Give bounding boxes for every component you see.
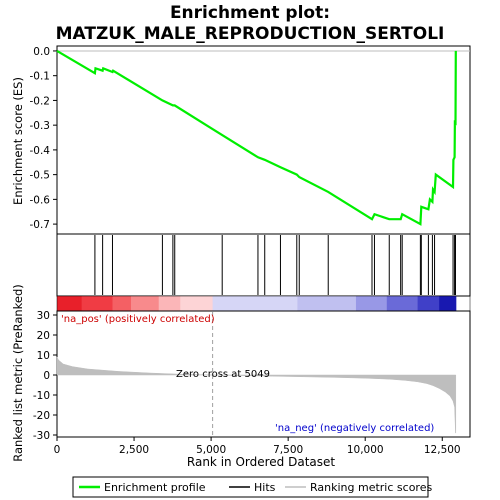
legend-hits-label: Hits: [254, 481, 276, 494]
colorbar-segment: [386, 296, 419, 311]
metric-y-tick-label: 10: [37, 350, 50, 362]
rank-x-tick-label: 2,500: [119, 444, 149, 456]
es-y-tick-label: -0.6: [30, 194, 51, 206]
es-axis-label: Enrichment score (ES): [11, 77, 25, 205]
es-y-tick-label: -0.4: [30, 145, 51, 157]
rank-x-tick-label: 7,500: [273, 444, 303, 456]
enrichment-profile-line: [56, 49, 457, 226]
legend-enrichment-label: Enrichment profile: [104, 481, 206, 494]
colorbar-segment: [81, 296, 113, 311]
hits-panel-frame: [56, 233, 471, 297]
legend-metric-label: Ranking metric scores: [310, 481, 432, 494]
es-y-tick-label: -0.1: [30, 71, 51, 83]
metric-axis-label: Ranked list metric (PreRanked): [11, 284, 25, 462]
es-y-tick-label: 0.0: [33, 46, 50, 58]
es-y-tick-label: -0.2: [30, 95, 51, 107]
colorbar-segment: [180, 296, 214, 311]
es-y-axis: 0.0 -0.1 -0.2 -0.3 -0.4 -0.5 -0.6 -0.7: [30, 46, 57, 231]
rank-x-tick-label: 5,000: [196, 444, 226, 456]
rank-x-tick-label: 0: [54, 444, 61, 456]
metric-y-tick-label: 20: [37, 330, 50, 342]
colorbar-segment: [439, 296, 457, 311]
hits-marks: [94, 235, 457, 295]
es-y-tick-label: -0.7: [30, 219, 51, 231]
metric-y-tick-label: -20: [33, 410, 50, 422]
rank-x-tick-label: 10,000: [347, 444, 384, 456]
rank-axis-label: Rank in Ordered Dataset: [187, 455, 335, 469]
colorbar-segment: [57, 296, 83, 311]
metric-y-tick-label: -30: [33, 430, 50, 442]
metric-y-axis: 30 20 10 0 -10 -20 -30: [33, 310, 57, 442]
colorbar-segment: [130, 296, 160, 311]
es-y-tick-label: -0.5: [30, 170, 51, 182]
pos-correlated-label: 'na_pos' (positively correlated): [61, 314, 215, 325]
chart-title-line-1: Enrichment plot:: [170, 3, 330, 23]
chart-title-line-2: MATZUK_MALE_REPRODUCTION_SERTOLI: [56, 24, 445, 44]
ranking-metric-area: [56, 356, 457, 434]
metric-y-tick-label: 0: [43, 370, 50, 382]
rank-x-axis: 0 2,500 5,000 7,500 10,000 12,500: [54, 437, 461, 456]
colorbar-segment: [355, 296, 388, 311]
es-y-tick-label: -0.3: [30, 120, 51, 132]
colorbar-segment: [297, 296, 357, 311]
ranking-colorbar: [57, 296, 457, 311]
colorbar-segment: [417, 296, 440, 311]
colorbar-segment: [112, 296, 132, 311]
metric-y-tick-label: -10: [33, 390, 50, 402]
zero-cross-label: Zero cross at 5049: [176, 369, 270, 380]
neg-correlated-label: 'na_neg' (negatively correlated): [275, 423, 434, 434]
rank-x-tick-label: 12,500: [424, 444, 461, 456]
colorbar-segment: [158, 296, 181, 311]
legend-box: [72, 476, 429, 498]
metric-y-tick-label: 30: [37, 310, 50, 322]
colorbar-segment: [212, 296, 298, 311]
